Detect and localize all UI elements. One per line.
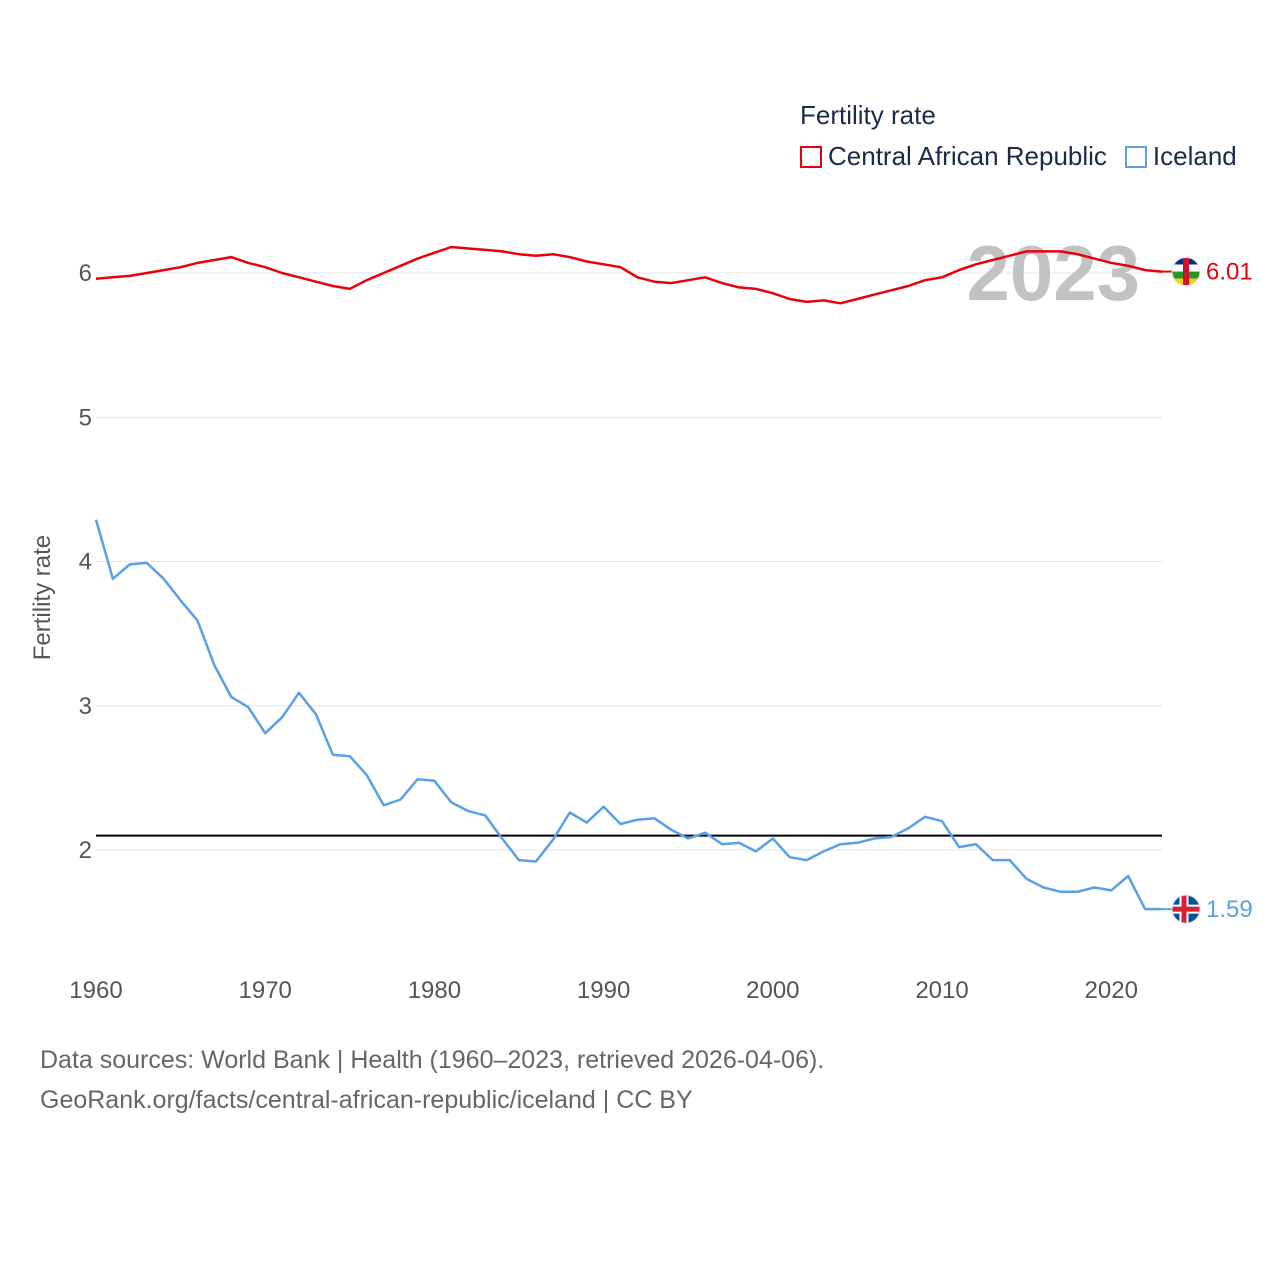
- series-line-iceland[interactable]: [94, 519, 1162, 911]
- x-tick-label-2000: 2000: [746, 977, 799, 1004]
- y-tick-label-2: 2: [79, 837, 92, 864]
- series-line-car[interactable]: [95, 245, 1163, 305]
- end-value-label-car: 6.01: [1206, 259, 1253, 286]
- end-value-label-iceland: 1.59: [1206, 896, 1253, 923]
- legend-item-car[interactable]: Central African Republic: [800, 141, 1107, 172]
- y-tick-label-4: 4: [79, 549, 92, 576]
- x-tick-label-2010: 2010: [915, 977, 968, 1004]
- legend-swatch-car: [800, 145, 822, 168]
- legend-title: Fertility rate: [800, 100, 936, 130]
- y-tick-label-5: 5: [79, 404, 92, 431]
- x-tick-label-1970: 1970: [239, 977, 292, 1004]
- x-tick-label-1980: 1980: [408, 977, 461, 1004]
- legend-label-car: Central African Republic: [828, 141, 1107, 171]
- year-watermark: 2023: [966, 229, 1140, 317]
- source-notes: Data sources: World Bank | Health (1960–…: [40, 1040, 824, 1120]
- car-flag-icon: [1171, 257, 1201, 287]
- iceland-flag-icon: [1171, 894, 1201, 924]
- x-tick-label-2020: 2020: [1085, 977, 1138, 1004]
- legend: Fertility rate Central African Republic …: [800, 100, 1237, 172]
- legend-label-iceland: Iceland: [1152, 141, 1237, 171]
- legend-swatch-iceland: [1124, 145, 1147, 168]
- legend-item-iceland[interactable]: Iceland: [1124, 141, 1237, 172]
- x-tick-label-1960: 1960: [69, 977, 122, 1004]
- x-tick-label-1990: 1990: [577, 977, 630, 1004]
- source-line: Data sources: World Bank | Health (1960–…: [40, 1046, 825, 1074]
- y-axis-label: Fertility rate: [29, 535, 56, 660]
- y-tick-label-6: 6: [79, 260, 92, 287]
- y-tick-label-3: 3: [79, 693, 92, 720]
- license-link[interactable]: GeoRank.org/facts/central-african-republ…: [40, 1086, 693, 1114]
